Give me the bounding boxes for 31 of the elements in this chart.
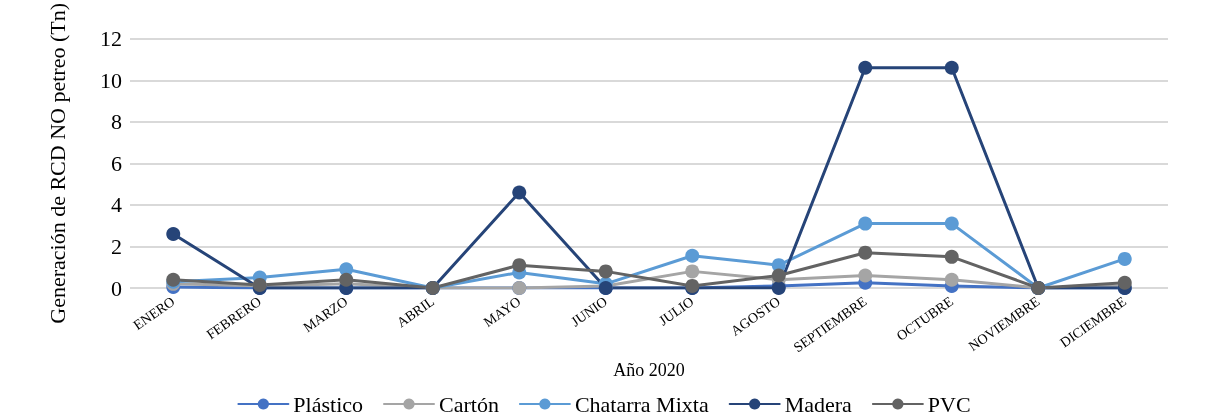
point (685, 264, 700, 279)
point (858, 216, 873, 231)
point (598, 264, 613, 279)
y-tick-label: 12 (100, 26, 122, 52)
point (685, 248, 700, 263)
y-tick-label: 4 (111, 192, 122, 218)
point (166, 226, 181, 241)
y-tick-label: 6 (111, 150, 122, 176)
point (858, 60, 873, 75)
point (339, 272, 354, 287)
point (512, 185, 527, 200)
legend-label: Madera (784, 391, 853, 417)
point (858, 268, 873, 283)
point (771, 268, 786, 283)
y-axis-title: Generación de RCD NO petreo (Tn) (44, 3, 70, 324)
legend-label: Cartón (439, 391, 499, 417)
point (858, 245, 873, 260)
legend-label: Plástico (293, 391, 364, 417)
legend-label: PVC (927, 391, 971, 417)
y-tick-label: 10 (100, 67, 122, 93)
y-tick-label: 0 (111, 275, 122, 301)
point (944, 249, 959, 264)
point (944, 216, 959, 231)
x-axis-title: Año 2020 (613, 360, 685, 381)
point (944, 60, 959, 75)
point (944, 272, 959, 287)
legend-label: Chatarra Mixta (574, 391, 709, 417)
y-tick-label: 8 (111, 109, 122, 135)
point (512, 258, 527, 273)
y-tick-label: 2 (111, 233, 122, 259)
point (1117, 251, 1132, 266)
